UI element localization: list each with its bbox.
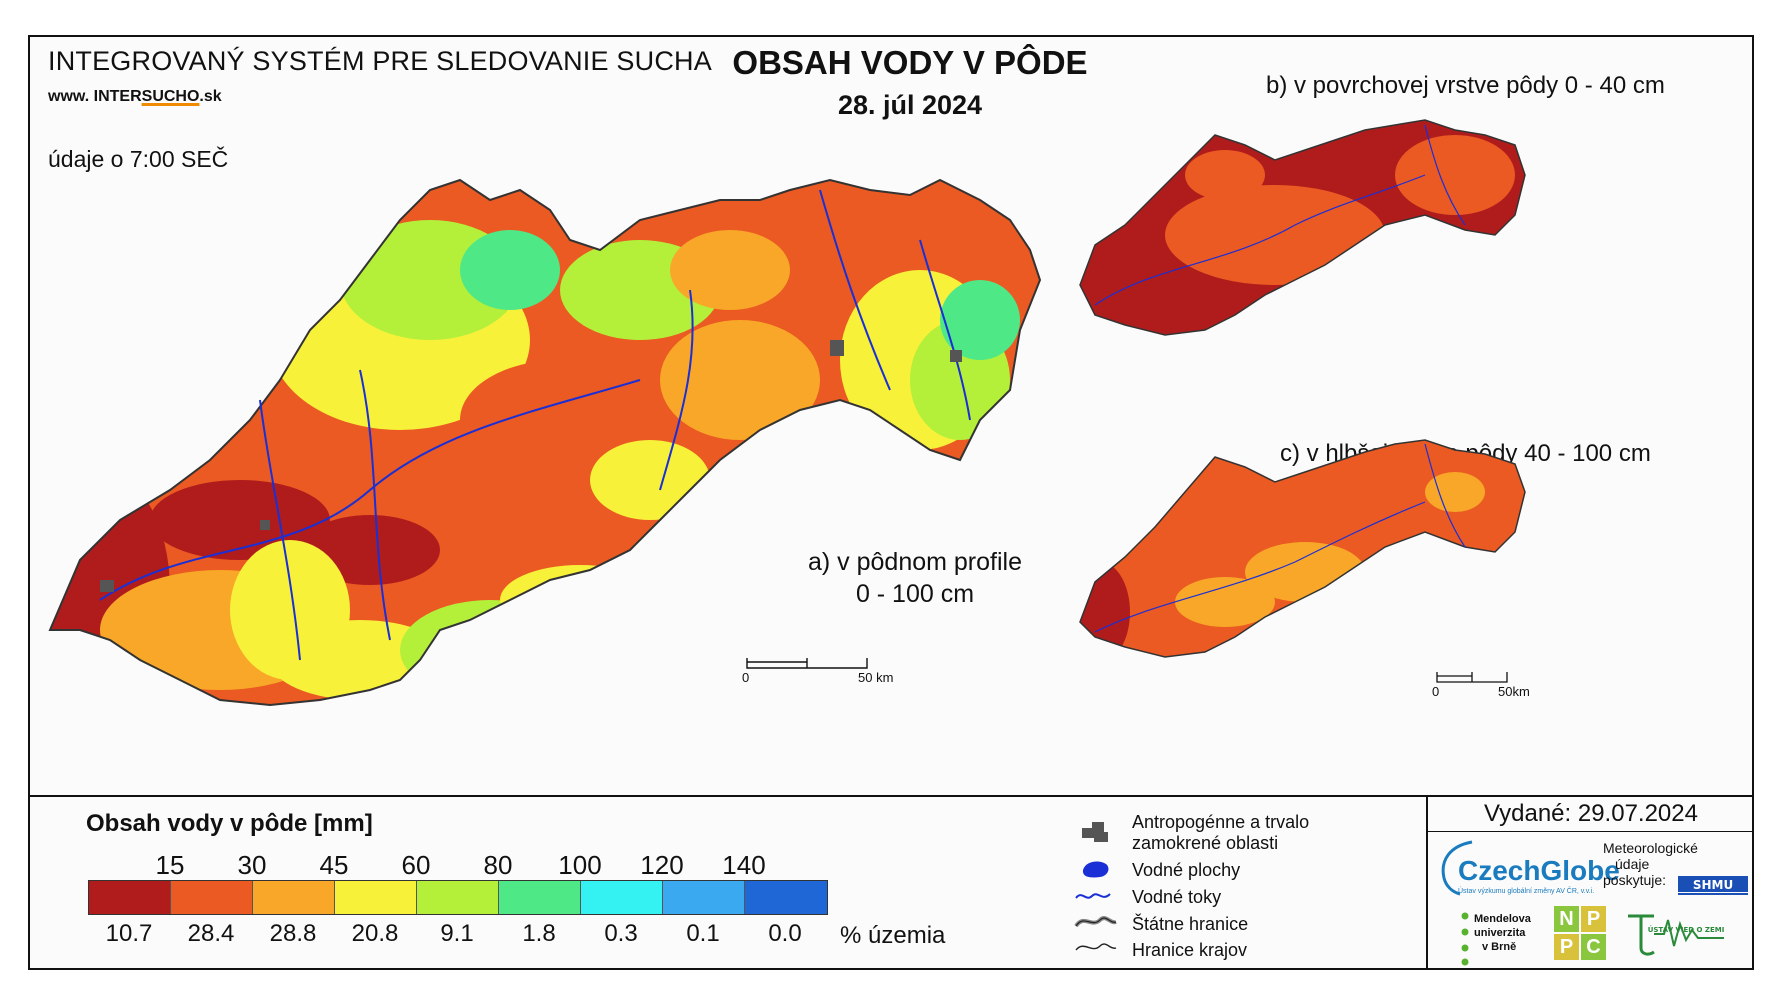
legend-percent: 0.1	[686, 920, 720, 947]
legend-percent: 0.0	[768, 920, 802, 947]
mendel-line2: univerzita	[1474, 927, 1526, 939]
czechglobe-logo-arc	[1441, 840, 1473, 896]
legend-percent: 1.8	[522, 920, 556, 947]
legend-percent: 28.4	[187, 920, 235, 947]
main-scale-end: 50 km	[858, 670, 894, 685]
legend-swatch	[335, 881, 417, 914]
czechglobe-logo: CzechGlobe	[1458, 855, 1620, 886]
water-body-icon	[1082, 861, 1109, 878]
uvz-logo: ÚSTAV VIED O ZEMI	[1628, 914, 1725, 956]
meteo-line3: poskytuje:	[1603, 872, 1667, 888]
legend-swatch	[745, 881, 827, 914]
panel-c-map	[1079, 439, 1526, 658]
issued-underline	[1428, 831, 1754, 832]
legend-threshold: 30	[237, 850, 267, 880]
website-prefix: www.	[48, 88, 94, 105]
legend-threshold: 100	[558, 850, 602, 880]
panel-a-line2: 0 - 100 cm	[855, 580, 975, 608]
legend-percent: 20.8	[351, 920, 399, 947]
region-border-label: Hranice krajov	[1132, 940, 1248, 960]
nppc-p2: P	[1554, 934, 1579, 960]
footer-divider	[1426, 795, 1428, 970]
mendel-line1: Mendelova	[1474, 913, 1531, 925]
legend-threshold: 80	[483, 850, 513, 880]
website-suffix: .sk	[199, 88, 222, 105]
main-map	[48, 178, 1042, 707]
mendel-logo: Mendelova univerzita v Brně	[1474, 912, 1554, 954]
mendel-dots-icon	[1461, 912, 1469, 966]
antropogenic-label-1: Antropogénne a trvalo	[1132, 812, 1310, 832]
website-link[interactable]: www. INTERSUCHO.sk	[48, 88, 222, 106]
nppc-logo: N P P C	[1554, 906, 1606, 960]
legend-swatch	[417, 881, 499, 914]
legend-threshold: 140	[722, 850, 766, 880]
mendel-line3: v Brně	[1482, 941, 1517, 953]
legend-threshold: 120	[640, 850, 684, 880]
legend-divider	[28, 795, 1754, 797]
state-border-icon	[1074, 916, 1117, 928]
legend-swatches	[88, 880, 828, 915]
main-scale-start: 0	[742, 670, 750, 685]
czechglobe-subtitle: Ústav výzkumu globální změny AV ČR, v.v.…	[1458, 888, 1595, 895]
legend-threshold: 45	[319, 850, 349, 880]
meteo-line1: Meteorologické	[1603, 840, 1698, 856]
panel-b-label: b) v povrchovej vrstve pôdy 0 - 40 cm	[1266, 72, 1665, 99]
system-title: INTEGROVANÝ SYSTÉM PRE SLEDOVANIE SUCHA	[48, 46, 712, 76]
legend-swatch	[253, 881, 335, 914]
river-icon	[1075, 893, 1111, 899]
time-note: údaje o 7:00 SEČ	[48, 146, 229, 172]
rivers-label: Vodné toky	[1132, 887, 1222, 907]
website-accent: SUCHO	[141, 88, 200, 105]
state-border-label: Štátne hranice	[1132, 914, 1249, 934]
legend-threshold: 15	[155, 850, 185, 880]
nppc-p1: P	[1581, 906, 1606, 932]
panel-a-line1: a) v pôdnom profile	[807, 548, 1022, 576]
nppc-n: N	[1554, 906, 1579, 932]
website-brand: INTER	[93, 88, 142, 105]
antropogenic-label-2: zamokrené oblasti	[1132, 833, 1279, 853]
region-border-icon	[1075, 943, 1117, 951]
legend-swatch	[581, 881, 663, 914]
uvz-logo-text: ÚSTAV VIED O ZEMI	[1648, 925, 1725, 934]
small-scale-end: 50km	[1498, 684, 1530, 699]
shmu-logo: SHMU	[1678, 876, 1748, 895]
small-scale-bar	[1436, 672, 1508, 683]
main-scale-bar	[746, 658, 868, 669]
shmu-logo-text: SHMU	[1693, 878, 1733, 892]
meteo-provider-text: Meteorologické údaje poskytuje:	[1603, 840, 1698, 888]
legend-percent: 0.3	[604, 920, 638, 947]
legend-swatch	[89, 881, 171, 914]
legend-swatch	[499, 881, 581, 914]
small-scale-start: 0	[1432, 684, 1440, 699]
legend-percent: 28.8	[269, 920, 317, 947]
legend-title: Obsah vody v pôde [mm]	[86, 810, 373, 837]
legend-swatch	[171, 881, 253, 914]
percent-label: % územia	[840, 922, 946, 949]
main-title: OBSAH VODY V PÔDE	[732, 44, 1088, 81]
meteo-line2: údaje	[1615, 856, 1650, 872]
water-bodies-label: Vodné plochy	[1132, 860, 1241, 880]
legend-percent: 10.7	[105, 920, 153, 947]
panel-a-label: a) v pôdnom profile 0 - 100 cm	[780, 546, 1050, 610]
antropogenic-icon	[1082, 822, 1108, 842]
legend-swatch	[663, 881, 745, 914]
nppc-c: C	[1581, 934, 1606, 960]
panel-b-map	[1079, 119, 1526, 336]
issued-date: Vydané: 29.07.2024	[1484, 800, 1698, 827]
legend-percent: 9.1	[440, 920, 474, 947]
legend-threshold: 60	[401, 850, 431, 880]
main-date: 28. júl 2024	[837, 90, 983, 120]
